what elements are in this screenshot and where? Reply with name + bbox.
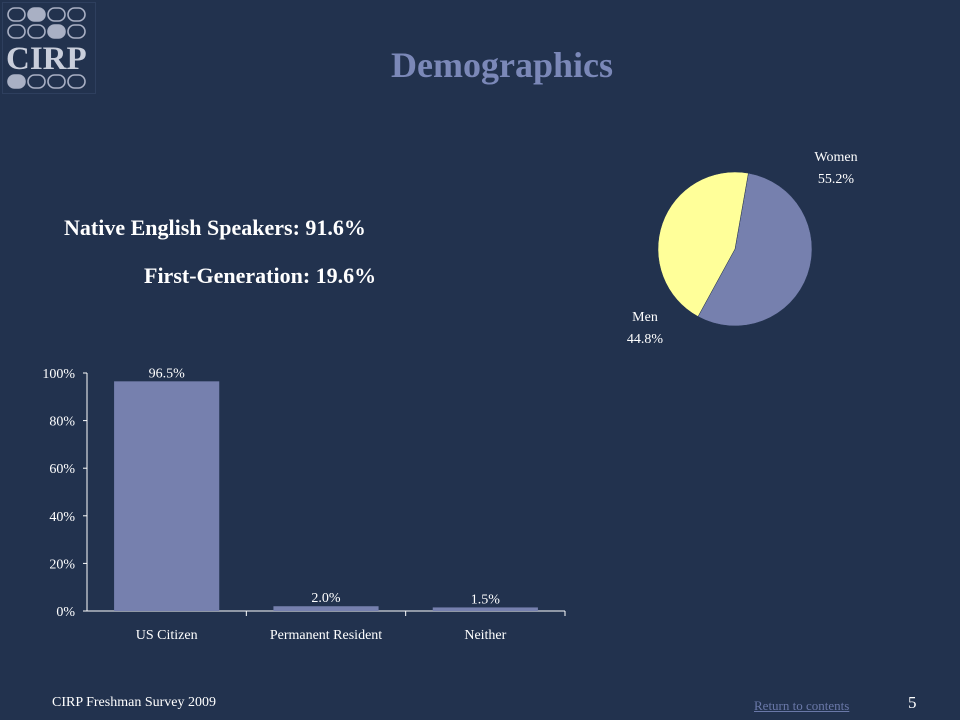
page-title: Demographics bbox=[391, 45, 613, 85]
y-tick-label: 0% bbox=[56, 605, 75, 620]
pie-label-women: Women bbox=[814, 150, 857, 165]
bar-permanent-resident bbox=[273, 606, 379, 611]
bar-neither bbox=[432, 607, 538, 611]
y-tick-label: 20% bbox=[49, 557, 75, 572]
pie-value-women: 55.2% bbox=[818, 172, 855, 187]
native-english-stat: Native English Speakers: 91.6% bbox=[64, 215, 366, 240]
x-tick-label: US Citizen bbox=[136, 628, 198, 643]
logo-text: CIRP bbox=[6, 41, 87, 77]
bar-data-label: 1.5% bbox=[471, 592, 501, 607]
cirp-logo: CIRP bbox=[2, 2, 96, 94]
return-to-contents-link[interactable]: Return to contents bbox=[754, 698, 850, 713]
pie-slice-women bbox=[697, 172, 813, 327]
y-tick-label: 40% bbox=[49, 510, 75, 525]
first-generation-stat: First-Generation: 19.6% bbox=[144, 263, 377, 288]
pie-value-men: 44.8% bbox=[627, 332, 664, 347]
bar-us-citizen bbox=[114, 381, 220, 611]
y-tick-label: 60% bbox=[49, 462, 75, 477]
y-tick-label: 100% bbox=[42, 367, 75, 382]
pie-label-men: Men bbox=[632, 310, 658, 325]
pie-slice-men bbox=[657, 171, 749, 317]
x-tick-label: Permanent Resident bbox=[270, 628, 382, 643]
y-tick-label: 80% bbox=[49, 415, 75, 430]
x-tick-label: Neither bbox=[464, 628, 506, 643]
bar-data-label: 96.5% bbox=[149, 366, 186, 381]
footer-survey-label: CIRP Freshman Survey 2009 bbox=[52, 695, 216, 710]
bar-data-label: 2.0% bbox=[311, 591, 341, 606]
page-number: 5 bbox=[908, 693, 917, 712]
